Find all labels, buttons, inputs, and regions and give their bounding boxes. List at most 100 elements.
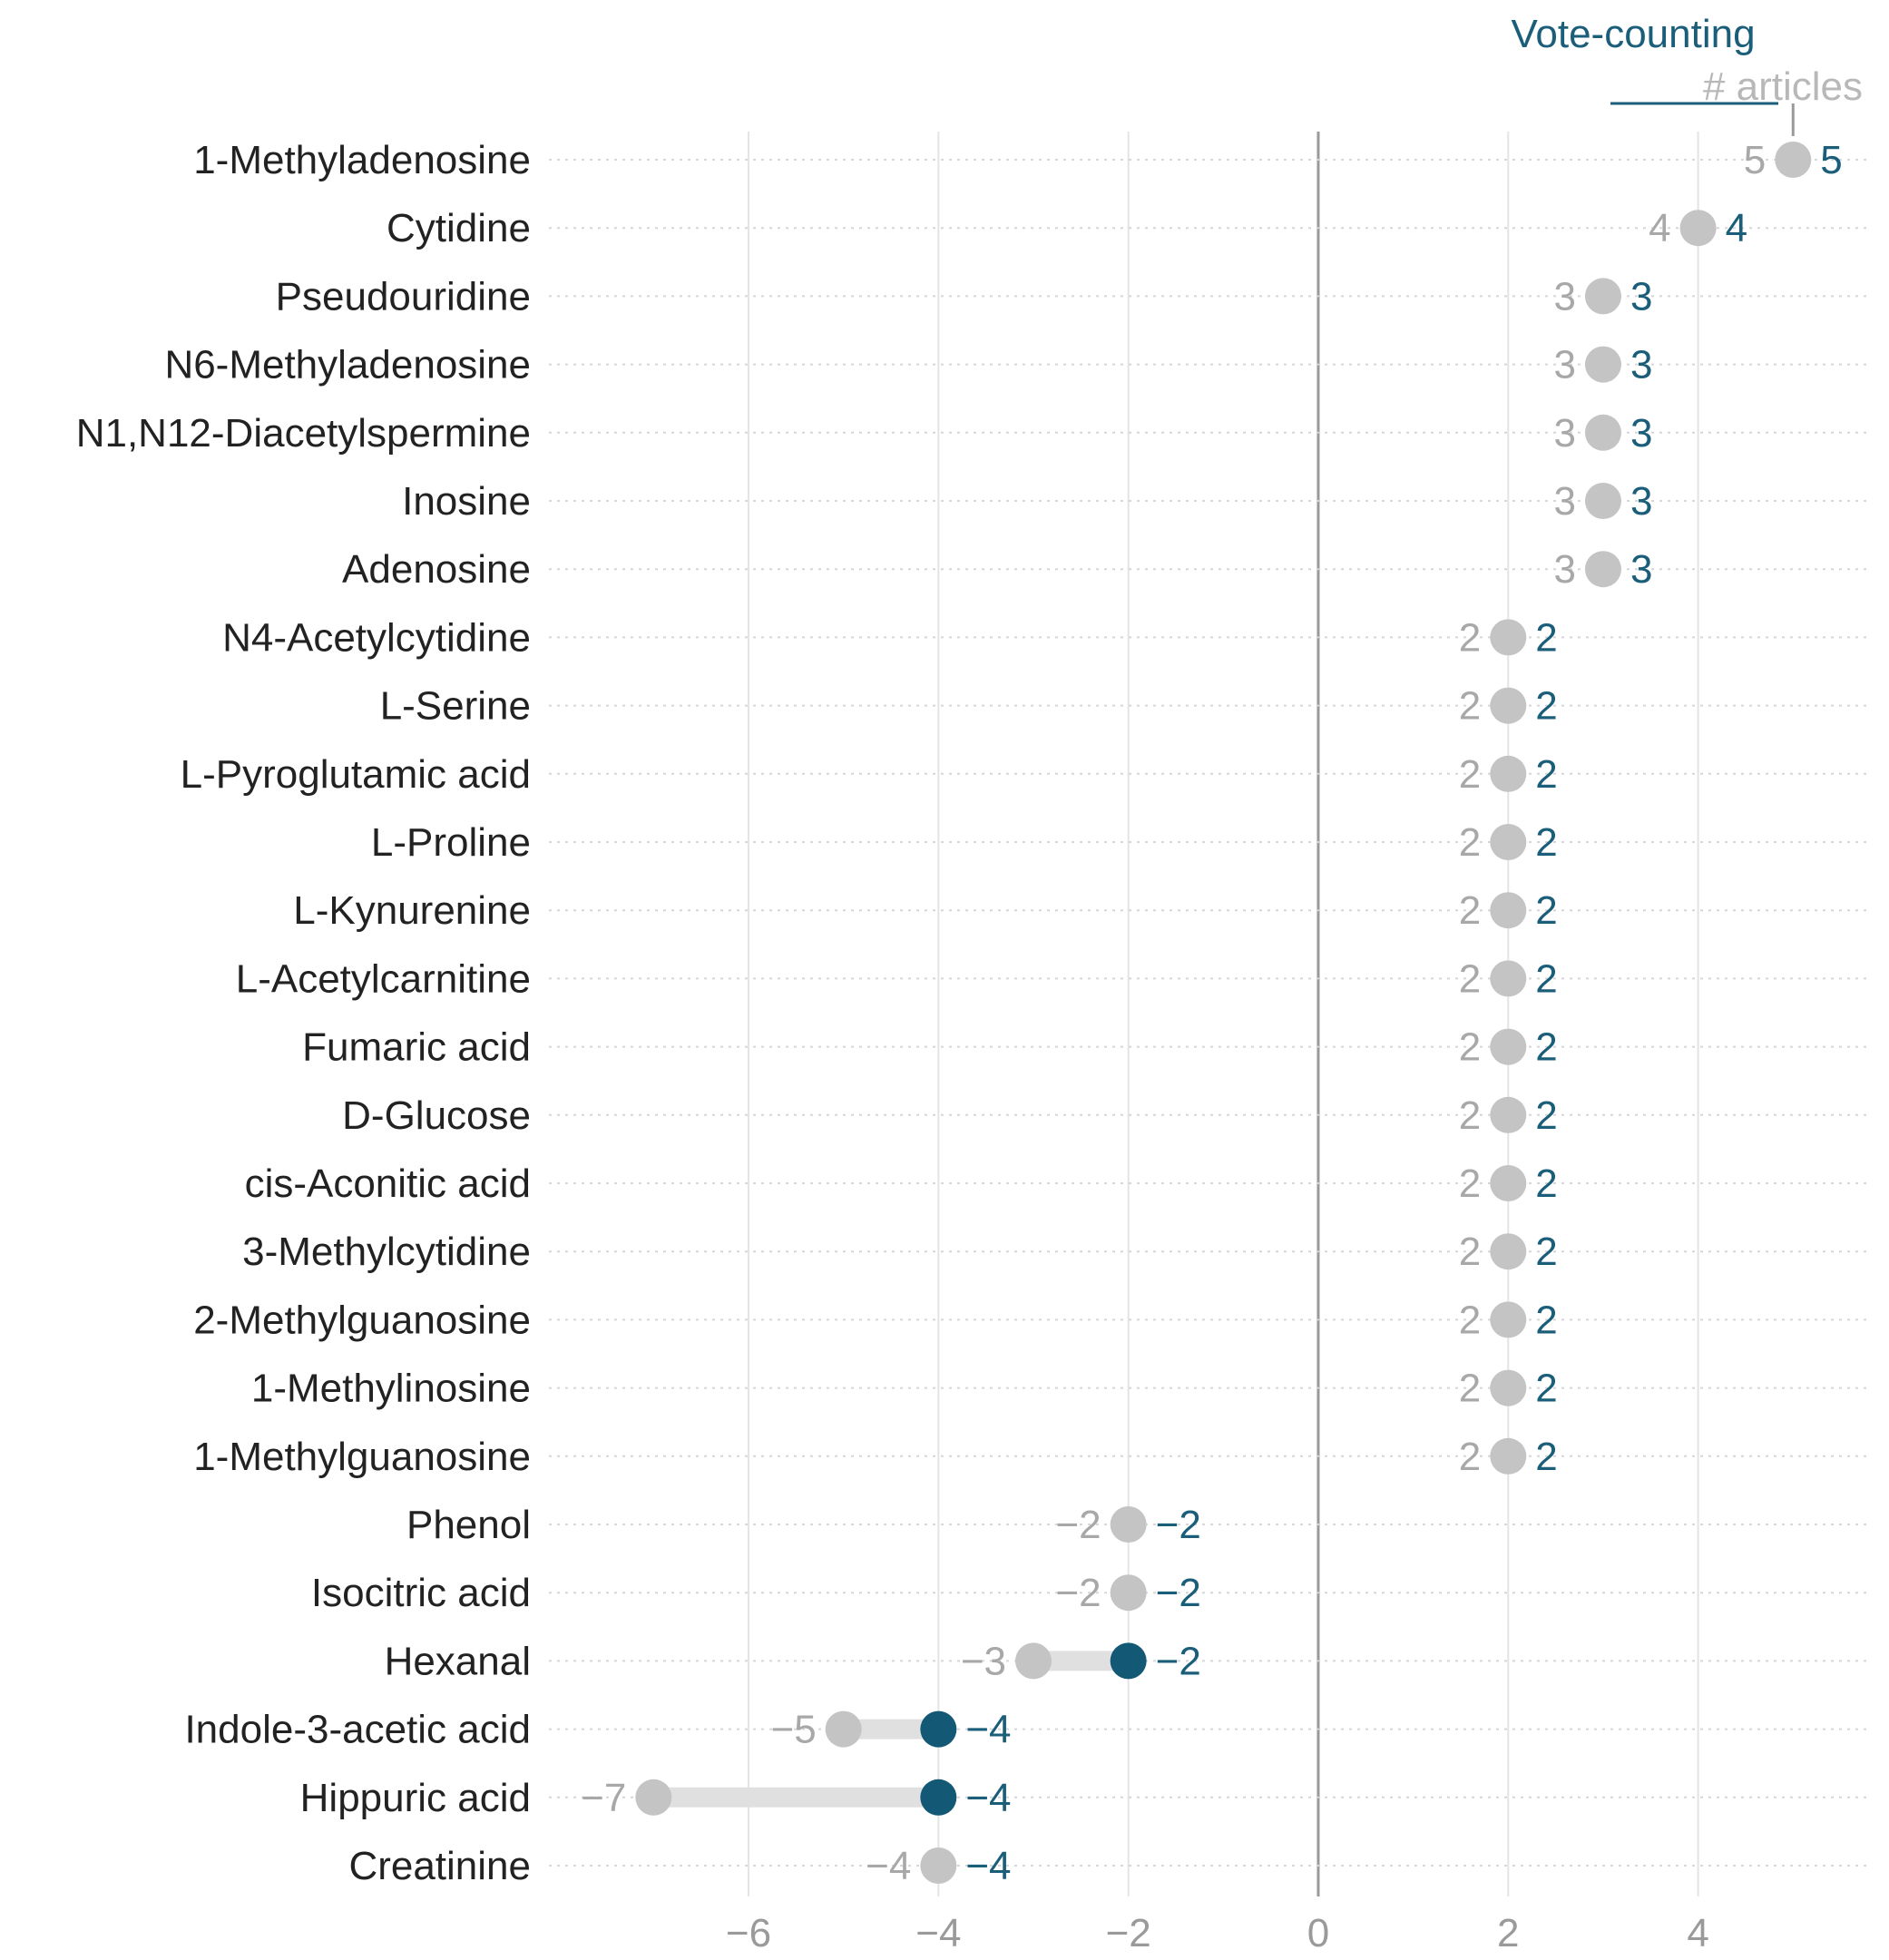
articles-dot <box>1110 1506 1147 1543</box>
articles-value-label: 2 <box>1459 1025 1481 1070</box>
articles-dot <box>1490 1165 1527 1201</box>
row-label: N4-Acetylcytidine <box>222 615 531 660</box>
articles-dot <box>1584 551 1621 588</box>
x-tick-label: 0 <box>1307 1911 1329 1955</box>
x-tick-label: 4 <box>1687 1911 1708 1955</box>
vote-value-label: −2 <box>1156 1639 1201 1683</box>
row-label: Creatinine <box>348 1844 531 1888</box>
vote-dot <box>920 1710 957 1748</box>
row-label: Adenosine <box>342 547 531 592</box>
row-label: L-Pyroglutamic acid <box>181 752 531 797</box>
articles-dot <box>1490 687 1527 724</box>
articles-value-label: 3 <box>1553 274 1575 318</box>
vote-dot <box>920 1779 957 1816</box>
articles-dot <box>1490 1369 1527 1406</box>
row-label: D-Glucose <box>342 1093 531 1138</box>
articles-value-label: 2 <box>1459 752 1481 797</box>
row-label: Fumaric acid <box>302 1025 531 1070</box>
articles-dot <box>635 1779 672 1816</box>
row-label: Indole-3-acetic acid <box>184 1708 531 1752</box>
row-label: Pseudouridine <box>276 274 531 318</box>
vote-value-label: 2 <box>1535 888 1557 933</box>
articles-value-label: −5 <box>771 1708 817 1752</box>
vote-value-label: −4 <box>965 1708 1011 1752</box>
vote-value-label: −4 <box>965 1844 1011 1888</box>
row-label: N6-Methyladenosine <box>164 343 531 387</box>
row-label: Phenol <box>406 1503 531 1547</box>
vote-value-label: 3 <box>1630 479 1652 524</box>
vote-value-label: 3 <box>1630 547 1652 592</box>
articles-dot <box>1110 1574 1147 1612</box>
legend-subtitle: # articles <box>1703 64 1863 109</box>
articles-dot <box>1014 1642 1052 1680</box>
articles-dot <box>1490 892 1527 929</box>
legend-title: Vote-counting <box>1511 12 1755 56</box>
articles-value-label: 3 <box>1553 411 1575 456</box>
articles-value-label: 2 <box>1459 684 1481 729</box>
articles-dot <box>1584 483 1621 519</box>
row-label: 2-Methylguanosine <box>193 1298 531 1342</box>
articles-value-label: 3 <box>1553 547 1575 592</box>
vote-value-label: 3 <box>1630 274 1652 318</box>
vote-dot <box>1110 1642 1147 1680</box>
articles-value-label: 2 <box>1459 1435 1481 1479</box>
row-label: 1-Methylguanosine <box>193 1435 531 1479</box>
articles-value-label: 5 <box>1744 138 1766 182</box>
articles-value-label: −2 <box>1055 1503 1101 1547</box>
articles-dot <box>825 1710 862 1748</box>
x-tick-label: 2 <box>1497 1911 1519 1955</box>
row-label: Inosine <box>402 479 531 524</box>
vote-value-label: 2 <box>1535 1161 1557 1206</box>
x-tick-label: −6 <box>726 1911 771 1955</box>
articles-value-label: 2 <box>1459 1367 1481 1411</box>
row-label: Cytidine <box>387 206 531 250</box>
articles-dot <box>1584 414 1621 451</box>
vote-value-label: 2 <box>1535 1093 1557 1138</box>
row-label: L-Acetylcarnitine <box>236 956 531 1001</box>
articles-value-label: 2 <box>1459 820 1481 865</box>
articles-dot <box>1490 1233 1527 1270</box>
articles-value-label: 2 <box>1459 615 1481 660</box>
vote-value-label: −2 <box>1156 1503 1201 1547</box>
articles-dot <box>1490 619 1527 656</box>
row-label: Isocitric acid <box>311 1571 531 1615</box>
row-label: Hippuric acid <box>300 1776 531 1820</box>
vote-value-label: 2 <box>1535 1298 1557 1342</box>
articles-dot <box>1490 824 1527 860</box>
row-label: 3-Methylcytidine <box>242 1230 531 1274</box>
vote-value-label: 3 <box>1630 411 1652 456</box>
legend: Vote-counting # articles <box>1511 12 1863 136</box>
articles-dot <box>920 1847 957 1884</box>
articles-dot <box>1490 1437 1527 1475</box>
articles-dot <box>1490 755 1527 792</box>
row-label: L-Serine <box>380 684 531 729</box>
row-label: L-Proline <box>371 820 531 865</box>
vote-value-label: −4 <box>965 1776 1011 1820</box>
articles-value-label: 2 <box>1459 956 1481 1001</box>
vote-value-label: 5 <box>1820 138 1842 182</box>
vote-value-label: 2 <box>1535 684 1557 729</box>
articles-dot <box>1490 1096 1527 1133</box>
articles-dot <box>1490 960 1527 997</box>
articles-value-label: 4 <box>1649 206 1670 250</box>
row-labels: 1-Methyladenosine Cytidine Pseudouridine N6… <box>76 138 531 1888</box>
grid-lines <box>748 132 1699 1896</box>
articles-value-label: 3 <box>1553 479 1575 524</box>
vote-value-label: 2 <box>1535 1367 1557 1411</box>
vote-value-label: 2 <box>1535 820 1557 865</box>
articles-dot <box>1584 346 1621 383</box>
articles-value-label: 2 <box>1459 1093 1481 1138</box>
articles-dot <box>1490 1301 1527 1338</box>
articles-value-label: −4 <box>866 1844 911 1888</box>
articles-dot <box>1679 210 1717 247</box>
articles-dot <box>1490 1028 1527 1065</box>
vote-value-label: 4 <box>1726 206 1747 250</box>
articles-dot <box>1584 278 1621 315</box>
row-label: cis-Aconitic acid <box>245 1161 531 1206</box>
articles-dot <box>1775 142 1812 178</box>
row-label: 1-Methylinosine <box>251 1367 531 1411</box>
articles-value-label: 2 <box>1459 888 1481 933</box>
articles-value-label: 2 <box>1459 1161 1481 1206</box>
articles-value-label: −7 <box>581 1776 626 1820</box>
